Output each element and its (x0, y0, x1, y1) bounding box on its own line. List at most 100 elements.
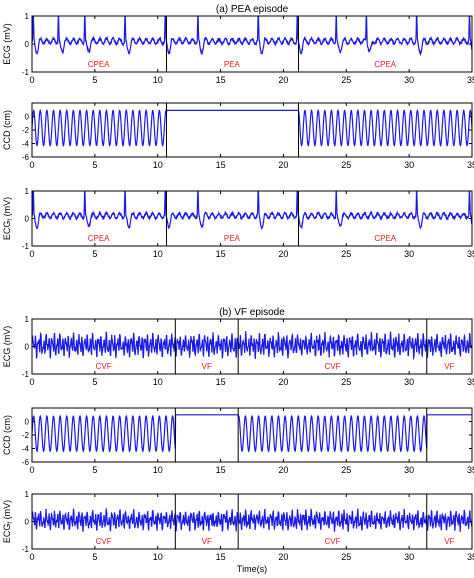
x-tick-label: 25 (341, 249, 351, 259)
segment-label: CVF (96, 537, 112, 546)
y-tick-label: -2 (22, 431, 30, 440)
x-tick-label: 20 (278, 465, 288, 475)
y-tick-label: 0 (25, 215, 30, 224)
segment-label: CPEA (374, 60, 396, 69)
segment-label: VF (202, 362, 212, 371)
segment-label: PEA (224, 60, 241, 69)
y-tick-label: -6 (22, 458, 30, 467)
x-tick-label: 25 (341, 160, 351, 170)
panel-1: (a) PEA episodeCPEAPEACPEA05101520253035… (2, 4, 474, 85)
y-tick-label: 1 (25, 187, 30, 196)
x-tick-label: 5 (92, 377, 97, 387)
y-tick-label: 1 (25, 490, 30, 499)
segment-label: CPEA (374, 234, 396, 243)
x-tick-label: 10 (153, 465, 163, 475)
x-tick-label: 20 (278, 249, 288, 259)
y-tick-label: 0 (25, 40, 30, 49)
segment-label: CPEA (88, 234, 110, 243)
y-tick-label: 0 (25, 518, 30, 527)
panel-title: (a) PEA episode (216, 4, 289, 15)
y-tick-label: 0 (25, 113, 30, 122)
segment-label: VF (444, 537, 454, 546)
panel-5: 0 5 10 15 20 25 30 35 0 -2 -4 -6 CCD (cm) (2, 407, 474, 475)
y-tick-label: -1 (22, 545, 30, 554)
y-tick-label: -1 (22, 242, 30, 251)
x-tick-label: 35 (467, 552, 474, 562)
x-tick-label: 5 (92, 75, 97, 85)
x-tick-label: 25 (341, 465, 351, 475)
x-tick-label: 30 (404, 552, 414, 562)
x-tick-label: 5 (92, 160, 97, 170)
panel-4: (b) VF episodeCVFVFCVFVF0510152025303510… (2, 307, 474, 387)
x-tick-label: 35 (467, 249, 474, 259)
y-axis-label: ECGf (mV) (2, 500, 14, 543)
segment-label: PEA (224, 234, 241, 243)
x-tick-label: 15 (216, 160, 226, 170)
x-tick-label: 10 (153, 377, 163, 387)
signal-trace (32, 108, 472, 147)
x-tick-label: 10 (153, 160, 163, 170)
x-tick-label: 15 (216, 552, 226, 562)
x-tick-label: 15 (216, 249, 226, 259)
y-tick-label: -1 (22, 68, 30, 77)
x-tick-label: 30 (404, 75, 414, 85)
y-tick-label: -1 (22, 370, 30, 379)
x-tick-label: 0 (29, 160, 34, 170)
x-tick-label: 35 (467, 160, 474, 170)
x-tick-label: 35 (467, 465, 474, 475)
x-tick-label: 30 (404, 249, 414, 259)
y-axis-label: CCD (cm) (2, 110, 12, 150)
y-tick-label: -4 (22, 445, 30, 454)
y-tick-label: -6 (22, 153, 30, 162)
x-tick-label: 35 (467, 75, 474, 85)
signal-trace (32, 191, 472, 231)
x-tick-label: 0 (29, 249, 34, 259)
x-tick-label: 10 (153, 75, 163, 85)
y-axis-label: ECG (mV) (2, 23, 12, 65)
segment-label: CVF (96, 362, 112, 371)
x-tick-label: 20 (278, 160, 288, 170)
x-tick-label: 0 (29, 552, 34, 562)
x-tick-label: 5 (92, 465, 97, 475)
x-tick-label: 15 (216, 465, 226, 475)
signal-trace (32, 16, 472, 57)
y-tick-label: -2 (22, 126, 30, 135)
x-tick-label: 15 (216, 377, 226, 387)
x-tick-label: 20 (278, 377, 288, 387)
x-tick-label: 10 (153, 249, 163, 259)
y-tick-label: 1 (25, 315, 30, 324)
x-tick-label: 0 (29, 75, 34, 85)
segment-label: VF (202, 537, 212, 546)
segment-label: VF (444, 362, 454, 371)
panel-2: 0 5 10 15 20 25 30 35 0 -2 -4 -6 CCD (cm) (2, 102, 474, 170)
x-tick-label: 25 (341, 377, 351, 387)
x-tick-label: 0 (29, 465, 34, 475)
x-tick-label: 5 (92, 249, 97, 259)
x-tick-label: 30 (404, 160, 414, 170)
x-tick-label: 30 (404, 377, 414, 387)
x-tick-label: 20 (278, 75, 288, 85)
segment-label: CVF (324, 362, 340, 371)
x-tick-label: 15 (216, 75, 226, 85)
panel-title: (b) VF episode (219, 307, 285, 318)
x-tick-label: 30 (404, 465, 414, 475)
x-tick-label: 20 (278, 552, 288, 562)
x-tick-label: 10 (153, 552, 163, 562)
x-tick-label: 0 (29, 377, 34, 387)
segment-label: CVF (324, 537, 340, 546)
x-axis-label: Time(s) (237, 564, 267, 574)
x-tick-label: 35 (467, 377, 474, 387)
y-axis-label: CCD (cm) (2, 415, 12, 455)
signal-trace (32, 414, 472, 453)
x-tick-label: 25 (341, 552, 351, 562)
x-tick-label: 25 (341, 75, 351, 85)
segment-label: CPEA (88, 60, 110, 69)
signal-trace (32, 331, 472, 361)
y-tick-label: -4 (22, 140, 30, 149)
y-axis-label: ECGf (mV) (2, 197, 14, 240)
signal-trace (32, 507, 472, 532)
y-tick-label: 1 (25, 12, 30, 21)
